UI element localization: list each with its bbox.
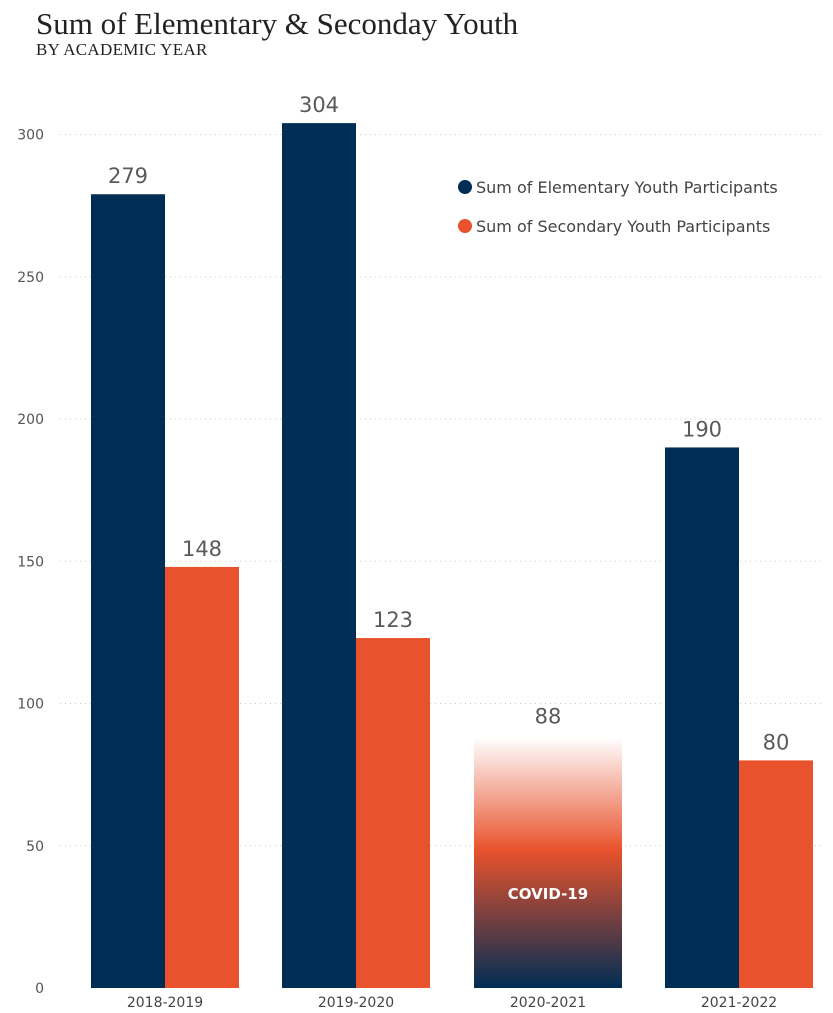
bar-elementary [665,447,739,988]
data-label: 279 [108,164,148,188]
legend: Sum of Elementary Youth Participants Sum … [458,178,778,236]
x-tick-label: 2020-2021 [510,995,586,1011]
legend-marker [458,180,472,194]
y-tick-label: 250 [17,270,44,286]
axes: 0 50 100 150 200 250 300 2018-2019 2019-2020 2020… [17,128,777,1012]
bar-secondary [165,566,239,988]
x-tick-label: 2019-2020 [318,995,394,1011]
covid-annotation: COVID-19 [508,885,588,903]
bar-elementary [282,123,356,989]
y-tick-label: 0 [35,981,44,997]
bar-elementary [91,194,165,988]
data-label: 80 [763,730,790,754]
bar-secondary [739,760,813,988]
data-label: 304 [299,93,339,117]
chart-title: Sum of Elementary & Seconday Youth [36,6,519,41]
y-tick-label: 100 [17,697,44,713]
bar-secondary [356,638,430,988]
data-label: 190 [682,417,722,441]
data-label: 148 [182,537,222,561]
bar-combined [474,737,622,988]
legend-label: Sum of Secondary Youth Participants [476,217,770,236]
y-tick-label: 200 [17,412,44,428]
chart-subtitle: BY ACADEMIC YEAR [36,40,208,59]
x-tick-label: 2018-2019 [127,995,203,1011]
data-label: 88 [535,705,562,729]
x-tick-label: 2021-2022 [701,995,777,1011]
data-label: 123 [373,608,413,632]
data-labels: 279 148 304 123 88 COVID-19 190 80 [108,93,789,903]
y-tick-label: 50 [26,839,44,855]
y-tick-label: 300 [17,128,44,144]
legend-marker [458,219,472,233]
y-tick-label: 150 [17,554,44,570]
legend-label: Sum of Elementary Youth Participants [476,178,778,197]
bars [91,123,813,989]
